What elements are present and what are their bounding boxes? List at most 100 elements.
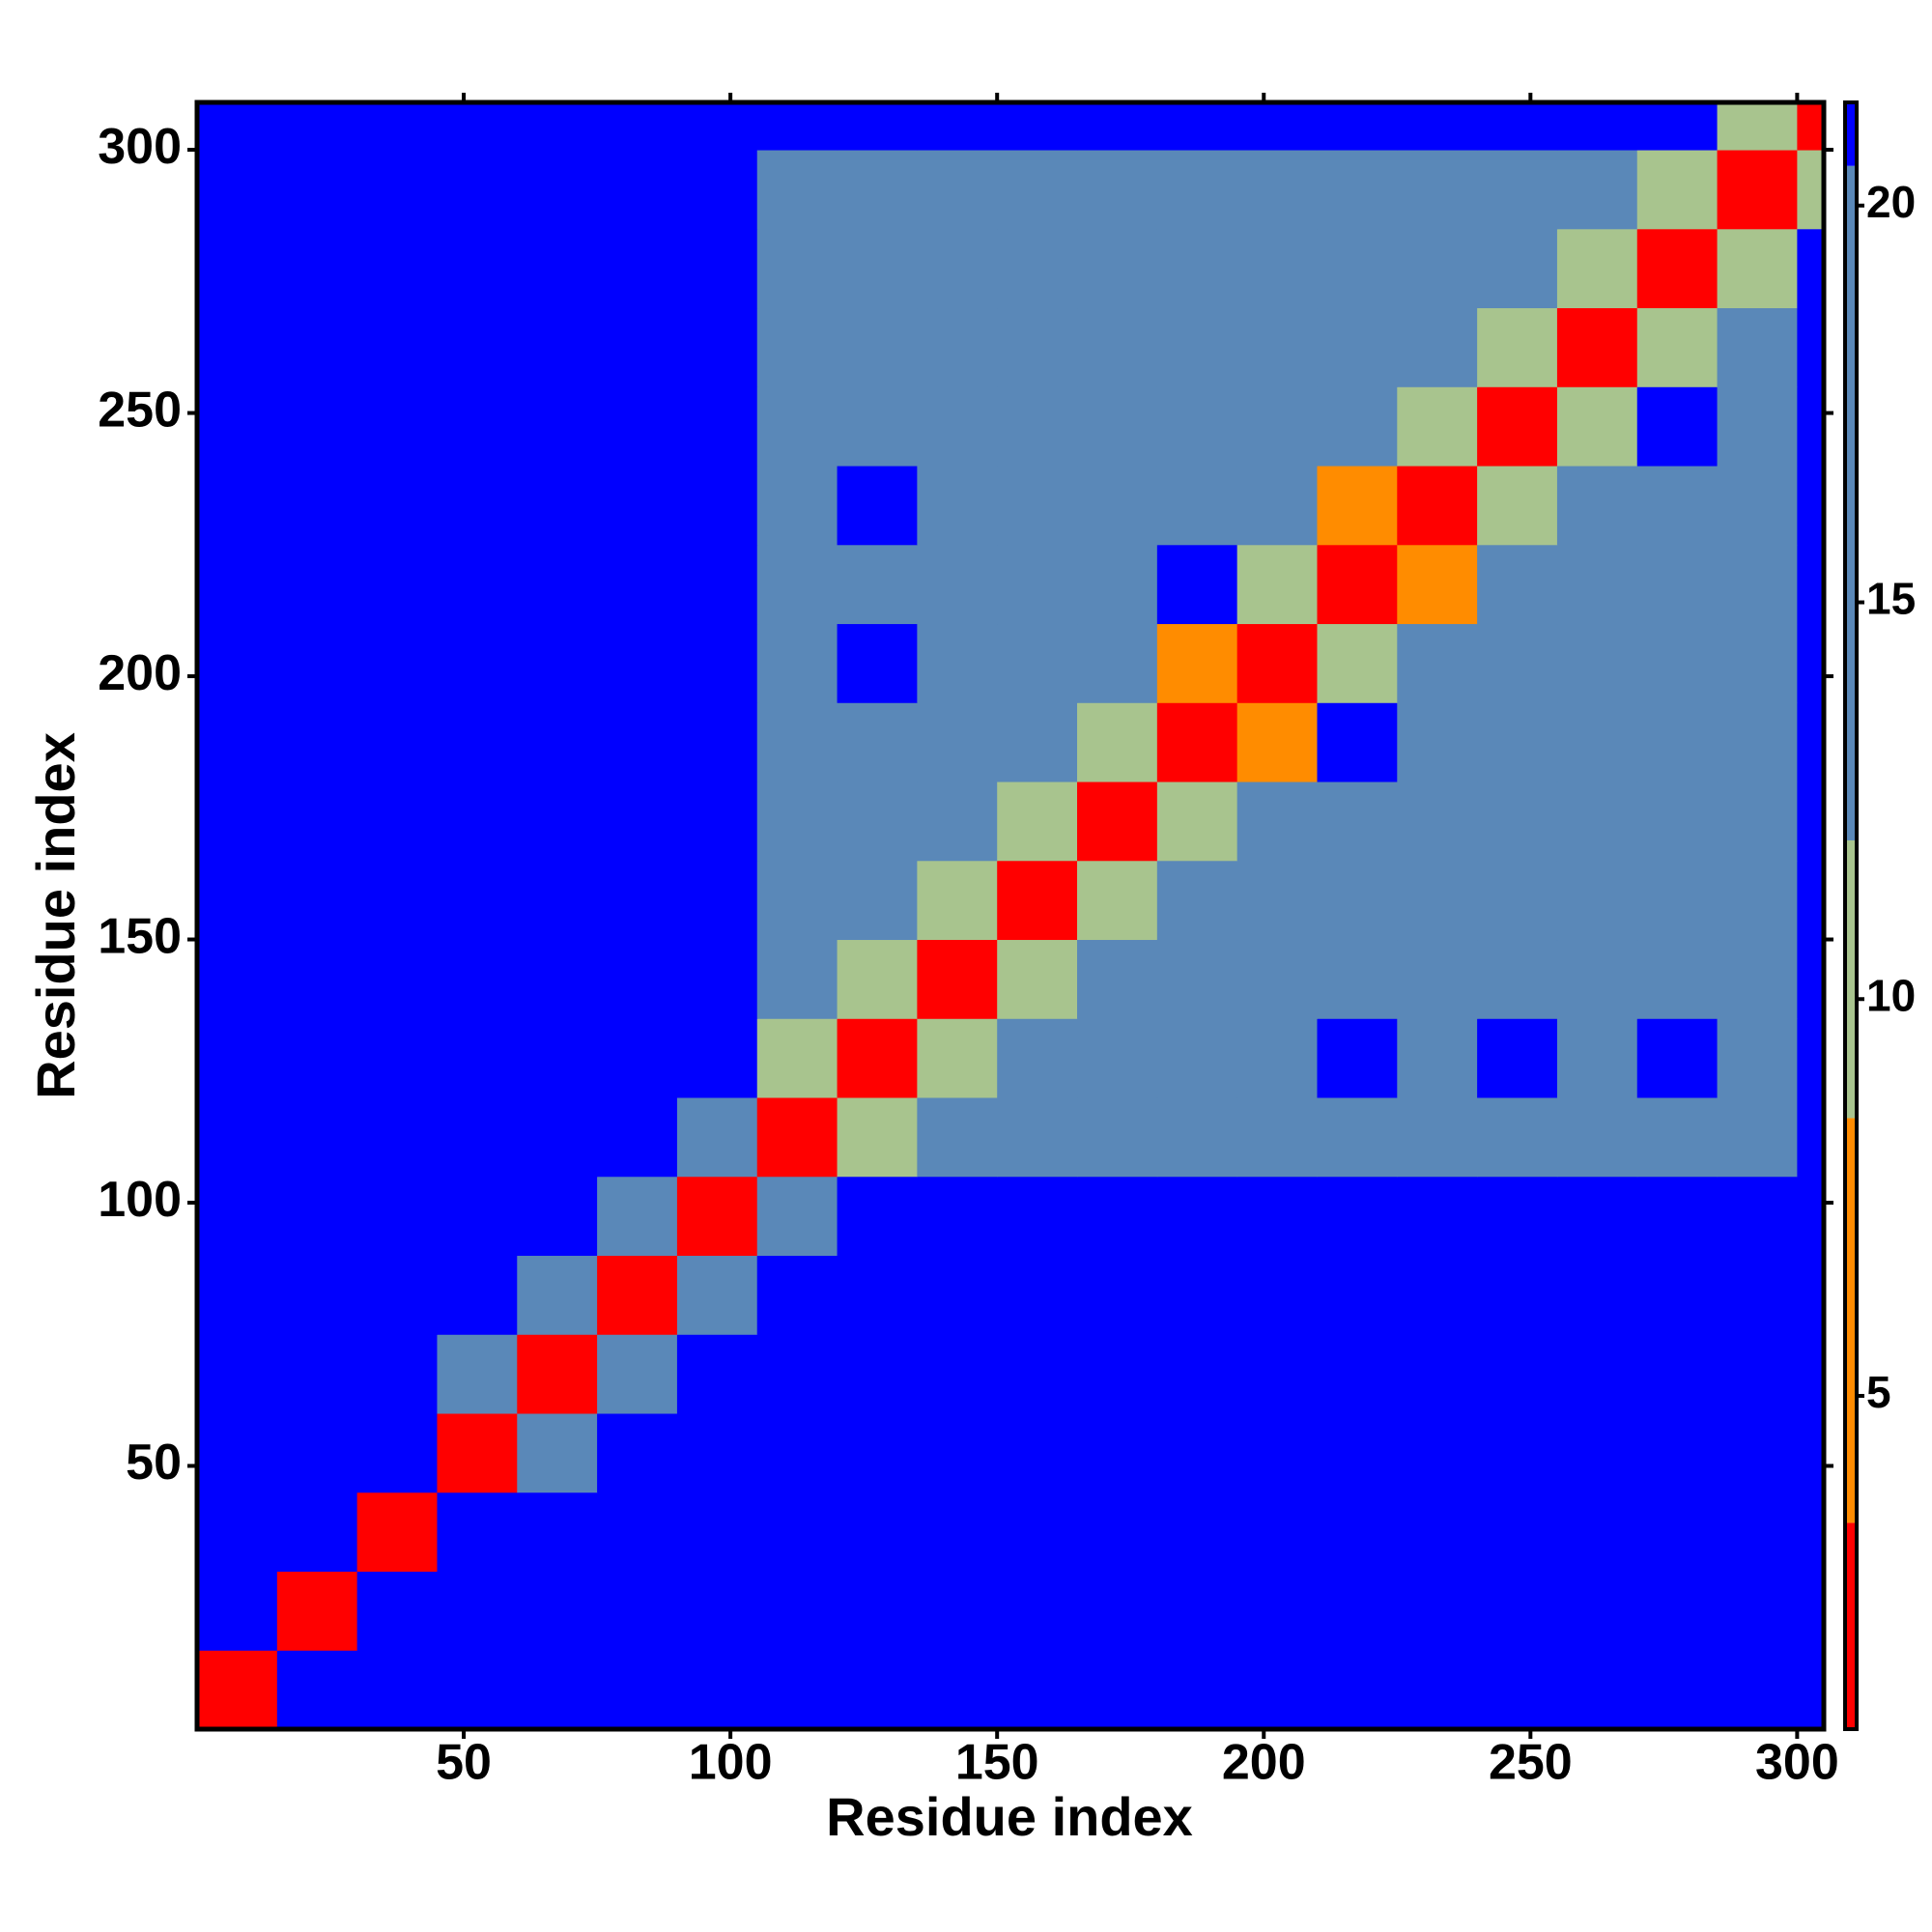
x-tick-label: 150 <box>955 1735 1039 1791</box>
heatmap-cell <box>676 702 758 782</box>
heatmap-cell <box>517 1334 598 1414</box>
heatmap-cell <box>917 1413 998 1493</box>
heatmap-cell <box>1797 623 1824 703</box>
heatmap-cell <box>1317 307 1398 387</box>
heatmap-cell <box>276 1097 358 1178</box>
heatmap-cell <box>1556 1650 1638 1729</box>
heatmap-cell <box>917 1176 998 1257</box>
heatmap-cell <box>597 939 678 1019</box>
heatmap-cell <box>1077 307 1158 387</box>
heatmap-cell <box>1397 1492 1478 1573</box>
heatmap-cell <box>997 150 1078 230</box>
heatmap-cell <box>837 1018 918 1098</box>
heatmap-cell <box>437 150 518 230</box>
heatmap-cell <box>1477 1492 1558 1573</box>
heatmap-cell <box>197 860 278 941</box>
heatmap-cell <box>837 307 918 387</box>
heatmap-cell <box>1636 544 1719 625</box>
heatmap-cell <box>1156 150 1238 230</box>
heatmap-cell <box>756 102 838 151</box>
heatmap-cell <box>1477 1413 1558 1493</box>
heatmap-cell <box>437 1176 518 1257</box>
heatmap-cell <box>837 1492 918 1573</box>
heatmap-cell <box>1317 150 1398 230</box>
heatmap-cell <box>597 228 678 309</box>
heatmap-cell <box>1156 466 1238 546</box>
heatmap-cell <box>437 228 518 309</box>
heatmap-cell <box>597 386 678 467</box>
heatmap-cell <box>997 860 1078 941</box>
heatmap-cell <box>1717 544 1798 625</box>
heatmap-cell <box>1477 939 1558 1019</box>
heatmap-cell <box>1556 1492 1638 1573</box>
colorbar-segment <box>1845 1118 1857 1523</box>
heatmap-cell <box>356 1255 438 1335</box>
heatmap-cell <box>1156 1413 1238 1493</box>
heatmap-cell <box>837 939 918 1019</box>
heatmap-cell <box>676 1571 758 1651</box>
heatmap-cell <box>1556 1571 1638 1651</box>
heatmap-cell <box>1077 623 1158 703</box>
heatmap-cell <box>676 544 758 625</box>
heatmap-cell <box>1077 1650 1158 1729</box>
heatmap-cell <box>1077 1413 1158 1493</box>
heatmap-cell <box>917 939 998 1019</box>
heatmap-cell <box>1236 939 1318 1019</box>
heatmap-cell <box>1317 1176 1398 1257</box>
heatmap-cell <box>756 386 838 467</box>
heatmap-cell <box>197 1650 278 1729</box>
heatmap-cell <box>1717 1176 1798 1257</box>
heatmap-cell <box>676 466 758 546</box>
heatmap-cell <box>597 466 678 546</box>
heatmap-cell <box>517 623 598 703</box>
heatmap-cell <box>1397 466 1478 546</box>
heatmap-cell <box>1717 1492 1798 1573</box>
heatmap-cell <box>197 150 278 230</box>
heatmap-cell <box>1556 544 1638 625</box>
heatmap-cell <box>1556 386 1638 467</box>
colorbar-segment <box>1845 165 1857 840</box>
heatmap-cell <box>356 1650 438 1729</box>
heatmap-cell <box>676 1334 758 1414</box>
heatmap-cell <box>917 150 998 230</box>
heatmap-cell <box>1717 1097 1798 1178</box>
heatmap-cell <box>1717 1650 1798 1729</box>
x-tick-label: 100 <box>689 1735 773 1791</box>
heatmap-cell <box>197 781 278 862</box>
heatmap-cell <box>1077 939 1158 1019</box>
heatmap-cell <box>1397 939 1478 1019</box>
colorbar-frame <box>1843 100 1859 1731</box>
heatmap-cell <box>1477 386 1558 467</box>
heatmap-cell <box>517 1571 598 1651</box>
heatmap-cell <box>276 102 358 151</box>
heatmap-cell <box>356 702 438 782</box>
heatmap-cell <box>1077 702 1158 782</box>
heatmap-cell <box>676 102 758 151</box>
heatmap-cell <box>1636 781 1719 862</box>
heatmap-cell <box>1797 386 1824 467</box>
heatmap-cell <box>1477 1650 1558 1729</box>
heatmap-cell <box>1397 1413 1478 1493</box>
heatmap-cell <box>597 544 678 625</box>
heatmap-cell <box>1477 1255 1558 1335</box>
heatmap-cell <box>517 228 598 309</box>
heatmap <box>197 102 1824 1729</box>
heatmap-cell <box>1156 1492 1238 1573</box>
heatmap-cell <box>437 781 518 862</box>
heatmap-cell <box>997 307 1078 387</box>
heatmap-cell <box>437 1097 518 1178</box>
y-tick-label: 150 <box>98 908 182 964</box>
heatmap-cell <box>917 860 998 941</box>
heatmap-cell <box>1156 544 1238 625</box>
heatmap-cell <box>197 307 278 387</box>
heatmap-cell <box>597 702 678 782</box>
heatmap-cell <box>597 781 678 862</box>
heatmap-cell <box>1797 1334 1824 1414</box>
x-axis-label: Residue index <box>826 1786 1193 1847</box>
heatmap-cell <box>997 1492 1078 1573</box>
heatmap-cell <box>1477 623 1558 703</box>
heatmap-cell <box>917 623 998 703</box>
heatmap-cell <box>1797 1255 1824 1335</box>
heatmap-cell <box>1717 466 1798 546</box>
heatmap-cell <box>356 1571 438 1651</box>
